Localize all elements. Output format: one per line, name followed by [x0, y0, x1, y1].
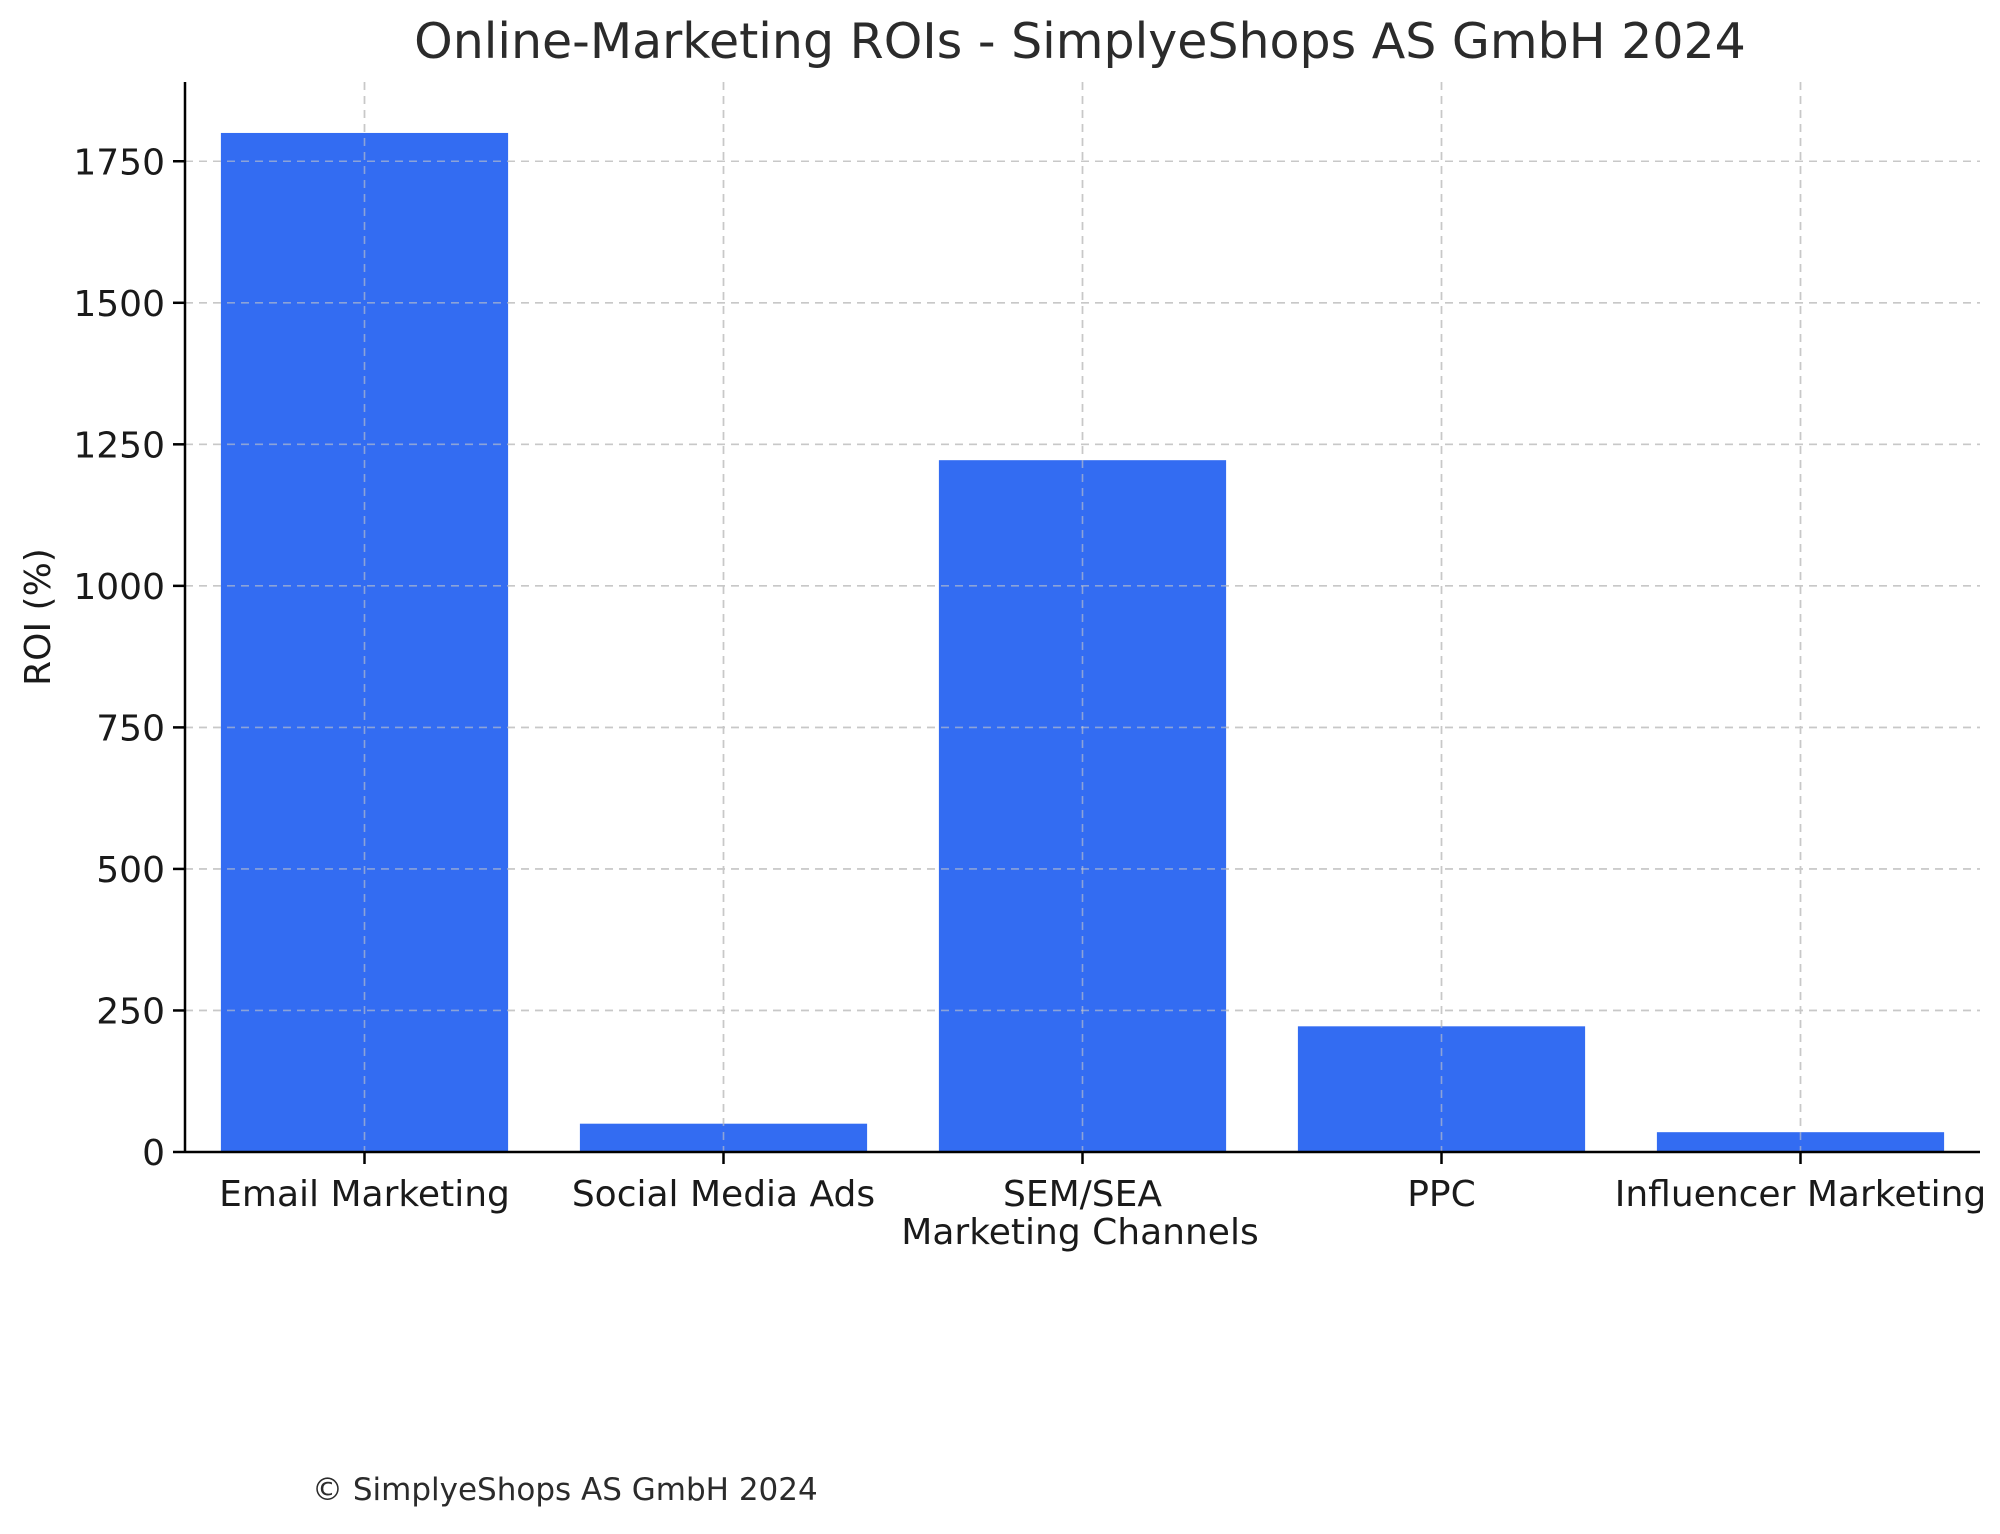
- bars-layer: [185, 82, 1980, 1152]
- y-tick-label: 1750: [73, 142, 165, 183]
- chart-title: Online-Marketing ROIs - SimplyeShops AS …: [414, 13, 1746, 70]
- copyright-notice: © SimplyeShops AS GmbH 2024: [312, 1472, 818, 1508]
- bar: [1297, 1026, 1586, 1152]
- y-tick-label: 750: [96, 708, 165, 749]
- x-axis-label: Marketing Channels: [901, 1212, 1258, 1253]
- y-tick-label: 1250: [73, 425, 165, 466]
- x-tick-label: Email Marketing: [219, 1174, 510, 1215]
- x-tick-label: PPC: [1407, 1174, 1476, 1215]
- x-tick-label: Social Media Ads: [572, 1174, 875, 1215]
- y-tick-label: 0: [142, 1133, 165, 1174]
- y-tick-label: 500: [96, 850, 165, 891]
- y-tick-label: 1000: [73, 567, 165, 608]
- ticks-layer: 0 250 500 750 1000 1250 1500 1750 Email Marketin…: [73, 142, 1986, 1215]
- y-axis-label: ROI (%): [18, 548, 59, 686]
- bar: [1656, 1132, 1945, 1152]
- y-tick-label: 1500: [73, 284, 165, 325]
- y-tick-label: 250: [96, 991, 165, 1032]
- x-tick-label: SEM/SEA: [1003, 1174, 1162, 1215]
- x-tick-label: Influencer Marketing: [1615, 1174, 1987, 1215]
